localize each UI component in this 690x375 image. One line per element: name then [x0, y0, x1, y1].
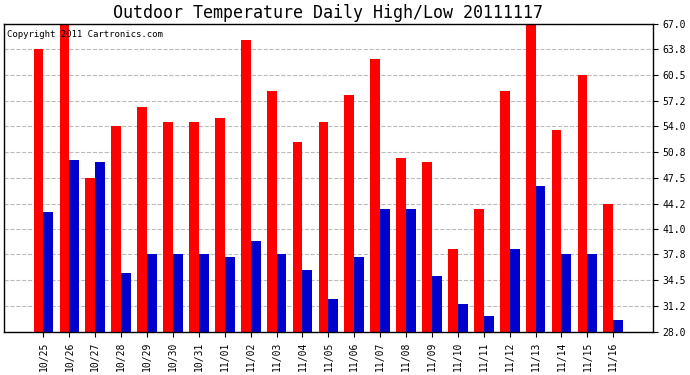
- Bar: [147, 254, 157, 375]
- Bar: [578, 75, 587, 375]
- Bar: [250, 241, 261, 375]
- Bar: [199, 254, 209, 375]
- Bar: [189, 123, 199, 375]
- Bar: [173, 254, 183, 375]
- Bar: [474, 209, 484, 375]
- Bar: [458, 304, 468, 375]
- Bar: [604, 204, 613, 375]
- Bar: [396, 158, 406, 375]
- Bar: [121, 273, 131, 375]
- Bar: [225, 257, 235, 375]
- Bar: [551, 130, 562, 375]
- Bar: [587, 254, 598, 375]
- Bar: [241, 39, 250, 375]
- Bar: [500, 91, 510, 375]
- Bar: [86, 178, 95, 375]
- Bar: [344, 95, 354, 375]
- Bar: [111, 126, 121, 375]
- Bar: [526, 24, 535, 375]
- Bar: [484, 316, 493, 375]
- Bar: [215, 118, 225, 375]
- Bar: [163, 123, 173, 375]
- Bar: [448, 249, 458, 375]
- Text: Copyright 2011 Cartronics.com: Copyright 2011 Cartronics.com: [8, 30, 164, 39]
- Bar: [319, 123, 328, 375]
- Bar: [510, 249, 520, 375]
- Bar: [406, 209, 416, 375]
- Bar: [562, 254, 571, 375]
- Bar: [34, 49, 43, 375]
- Bar: [43, 212, 53, 375]
- Bar: [302, 270, 313, 375]
- Bar: [380, 209, 390, 375]
- Bar: [371, 59, 380, 375]
- Bar: [328, 298, 338, 375]
- Title: Outdoor Temperature Daily High/Low 20111117: Outdoor Temperature Daily High/Low 20111…: [113, 4, 544, 22]
- Bar: [354, 257, 364, 375]
- Bar: [535, 186, 545, 375]
- Bar: [277, 254, 286, 375]
- Bar: [59, 24, 70, 375]
- Bar: [70, 160, 79, 375]
- Bar: [293, 142, 302, 375]
- Bar: [95, 162, 105, 375]
- Bar: [422, 162, 432, 375]
- Bar: [613, 320, 623, 375]
- Bar: [267, 91, 277, 375]
- Bar: [137, 106, 147, 375]
- Bar: [432, 276, 442, 375]
